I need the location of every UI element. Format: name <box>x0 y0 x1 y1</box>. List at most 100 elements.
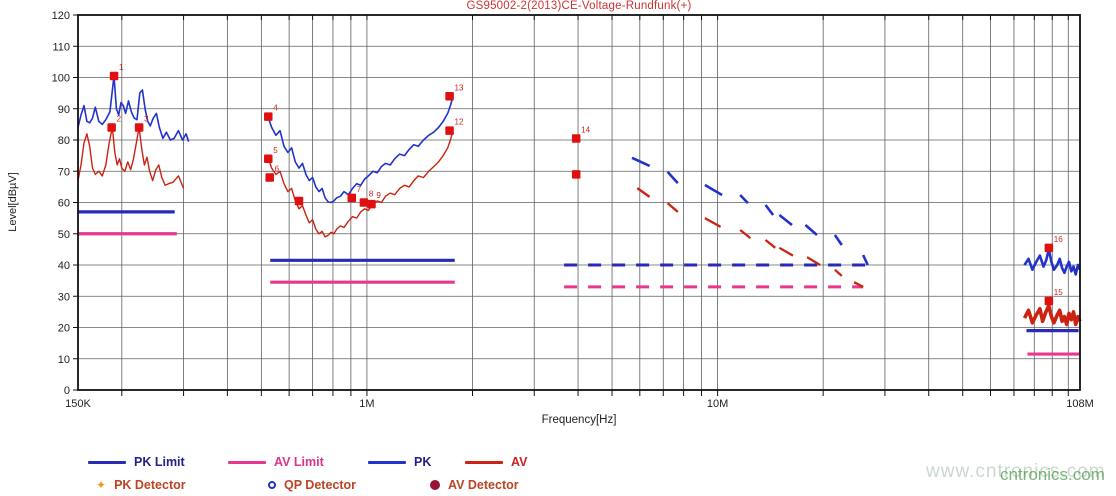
legend-line-swatch <box>368 460 406 464</box>
measurement-marker <box>1044 243 1054 253</box>
pk-trace <box>77 75 190 142</box>
av-dash-segment <box>778 246 794 257</box>
marker-label: 12 <box>455 118 464 127</box>
limit-lines <box>78 210 1080 356</box>
plot-frame <box>73 14 1081 396</box>
y-tick-label: 10 <box>58 354 70 366</box>
measurement-marker <box>571 134 581 143</box>
pk-dash-segment <box>666 171 679 184</box>
av-dash-segment <box>739 229 752 240</box>
av-dash-segment <box>636 187 651 198</box>
marker-label: 16 <box>1054 235 1063 244</box>
marker-label: 9 <box>376 191 381 200</box>
av-trace <box>1022 303 1082 327</box>
pk-trace <box>266 96 454 204</box>
grid-lines <box>78 14 1080 391</box>
pk-dash-segment <box>631 156 651 168</box>
legend-label: QP Detector <box>284 478 357 492</box>
pk-dash-segment <box>764 204 775 216</box>
marker-label: 13 <box>455 83 464 92</box>
watermark-text: www.cntronics.com <box>926 461 1106 482</box>
legend-item-av-detector: AV Detector <box>430 476 519 494</box>
measurement-marker <box>294 196 304 206</box>
av-dash-segment <box>834 268 843 277</box>
y-tick-label: 80 <box>58 135 70 147</box>
measured-traces <box>77 75 1082 327</box>
x-tick-label: 10M <box>707 398 728 410</box>
measurement-marker <box>1044 296 1054 306</box>
legend-item-pk-limit: PK Limit <box>88 453 185 471</box>
legend-item-pk: PK <box>368 453 431 471</box>
legend-item-pk-detector: ✦ PK Detector <box>96 476 186 494</box>
y-tick-label: 120 <box>52 10 70 22</box>
measurement-marker <box>109 71 119 81</box>
y-axis-label: Level[dBµV] <box>7 172 19 232</box>
legend-label: AV Detector <box>448 478 519 492</box>
measurement-marker <box>445 126 454 135</box>
legend-line-swatch <box>465 460 503 464</box>
measurement-marker <box>347 193 357 203</box>
av-dash-segment <box>704 217 722 228</box>
measurement-marker <box>359 198 369 207</box>
pk-dash-segment <box>861 254 869 266</box>
y-tick-label: 110 <box>52 41 70 53</box>
legend-label: AV Limit <box>274 455 324 469</box>
measurement-marker <box>571 170 581 179</box>
av-trace <box>266 130 454 238</box>
y-tick-label: 100 <box>52 73 70 85</box>
x-tick-label: 108M <box>1066 398 1094 410</box>
dashed-segments <box>631 156 869 288</box>
measurement-marker <box>134 123 144 132</box>
filled-circle-icon <box>430 480 440 490</box>
measurement-marker <box>367 199 376 209</box>
x-axis-label: Frequency[Hz] <box>541 414 617 426</box>
marker-label: 8 <box>369 190 374 199</box>
measurement-marker <box>264 154 273 164</box>
measurement-marker <box>107 123 116 132</box>
diamond-icon: ✦ <box>96 478 107 492</box>
marker-label: 6 <box>275 165 280 174</box>
measurement-marker <box>445 92 454 101</box>
av-dash-segment <box>853 281 864 288</box>
av-dash-segment <box>666 202 679 213</box>
pk-dash-segment <box>804 224 818 236</box>
x-tick-label: 1M <box>359 398 374 410</box>
marker-label: 3 <box>144 115 149 124</box>
y-tick-label: 30 <box>58 291 70 303</box>
marker-label: 4 <box>273 104 278 113</box>
legend-item-qp-detector: QP Detector <box>268 476 356 494</box>
legend-item-av-limit: AV Limit <box>228 453 324 471</box>
marker-label: 2 <box>117 115 122 124</box>
y-tick-label: 70 <box>58 166 70 178</box>
marker-label: 1 <box>119 63 124 72</box>
open-circle-icon <box>268 481 276 489</box>
measurement-marker <box>264 112 273 121</box>
y-tick-label: 40 <box>58 260 70 272</box>
x-tick-label: 150K <box>65 398 91 410</box>
av-trace <box>77 126 185 189</box>
legend-line-swatch <box>88 460 126 464</box>
y-tick-label: 0 <box>64 385 70 397</box>
legend-label: PK <box>414 455 432 469</box>
marker-label: 5 <box>273 146 278 155</box>
legend-label: AV <box>511 455 528 469</box>
marker-label: 7 <box>357 185 362 194</box>
legend-item-av: AV <box>465 453 527 471</box>
pk-dash-segment <box>778 213 793 227</box>
axis-tick-labels: 0 10 20 30 40 50 60 70 80 90 100 110 120 150K 1M 10M 108… <box>52 10 1094 410</box>
legend-label: PK Limit <box>134 455 185 469</box>
legend: PK Limit AV Limit PK AV ✦ PK Detector QP Detec… <box>0 445 1116 496</box>
pk-dash-segment <box>704 183 723 197</box>
legend-line-swatch <box>228 460 266 464</box>
watermark-text-overlay: cntronics.com <box>1000 465 1105 484</box>
pk-dash-segment <box>833 234 843 246</box>
pk-trace <box>1023 248 1082 276</box>
av-dash-segment <box>764 239 776 249</box>
pk-dash-segment <box>739 194 749 205</box>
av-dash-segment <box>806 256 821 266</box>
y-tick-label: 20 <box>58 323 70 335</box>
y-tick-label: 50 <box>58 229 70 241</box>
marker-label: 14 <box>581 125 590 134</box>
